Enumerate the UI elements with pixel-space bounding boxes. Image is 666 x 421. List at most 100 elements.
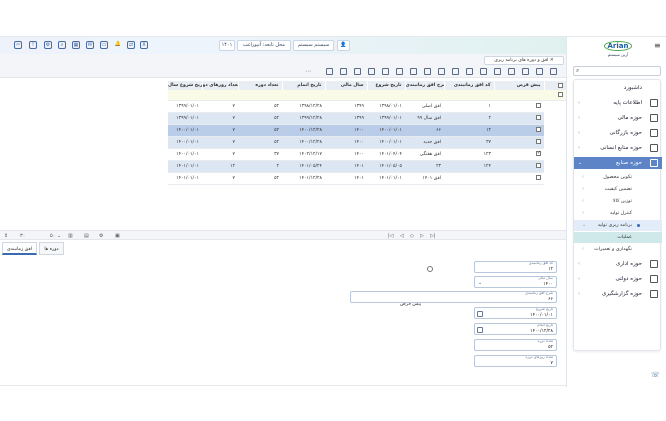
user-avatar-icon[interactable]: 👤 [337,40,350,51]
filter-checkbox[interactable] [558,91,563,97]
system-pill[interactable]: سیستم سیستم [293,40,334,51]
sidebar-item-admin[interactable]: ‹ حوزه اداری [574,258,662,270]
chart-icon[interactable] [354,68,361,75]
fiscal-year-field[interactable]: سال مالی ۱۴۰۰ ⌄ [474,276,557,288]
excel-icon[interactable]: X [140,41,148,49]
sidebar-item-commerce[interactable]: ‹ حوزه بازرگانی [574,127,662,139]
row-default-checkbox[interactable] [536,103,541,108]
spinner-icon[interactable]: ⇕ [4,233,9,239]
next-page-icon[interactable]: ▷ [420,233,424,239]
tab-horizon[interactable]: افق زمانبندی [2,242,37,255]
delete-icon[interactable] [508,68,515,75]
exchange-icon[interactable]: ⇄ [127,41,135,49]
chat-icon[interactable]: ▭ [100,41,108,49]
period-count-field[interactable]: تعداد دوره ۵۲ [474,339,557,351]
sidebar-subitem[interactable]: ‹ توزین کالا [574,196,662,207]
layout-icon[interactable]: ▣ [115,233,120,239]
first-page-icon[interactable]: |◁ [388,233,394,239]
unit-pill[interactable]: محل تابعه: آتپوراغب [237,40,291,51]
sidebar-item-gov[interactable]: ‹ حوزه دولتی [574,273,662,285]
row-default-cell[interactable] [494,172,544,185]
export-icon[interactable] [368,68,375,75]
last-page-icon[interactable]: ▷| [430,233,436,239]
prev-page-icon[interactable]: ◁ [400,233,404,239]
default-radio[interactable] [427,266,433,272]
filter-row[interactable] [168,90,566,101]
col-header[interactable]: شرح افق زمانبندی [405,81,445,90]
sidebar-subitem[interactable]: عملیات [574,232,662,243]
year-pill[interactable]: ۱۴۰۱ [219,40,235,51]
col-header[interactable]: کد افق زمانبندی [444,81,495,90]
sidebar-subitem[interactable]: ⌄ برنامه ریزی تولید [574,220,662,231]
table-icon[interactable]: ▥ [68,233,73,239]
col-header[interactable]: تعداد دوره [238,81,283,90]
exit-icon[interactable]: ⇦ [14,41,22,49]
sidebar-subitem[interactable]: ‹ تضمین کیفیت [574,184,662,195]
calculator-icon[interactable]: ▦ [72,41,80,49]
cancel-icon[interactable] [494,68,501,75]
sidebar-item-dashboard[interactable]: داشبورد [574,82,662,94]
calendar-icon[interactable] [477,311,483,317]
attach-icon[interactable] [424,68,431,75]
row-default-checkbox[interactable] [536,127,541,132]
page-size-select[interactable]: ۵۰ ⌄ [50,233,62,239]
sidebar-search[interactable]: ⌕ [573,66,661,76]
mail-icon[interactable]: ✉ [86,41,94,49]
page-number[interactable]: ۳۰ [20,233,26,239]
row-default-cell[interactable] [494,112,544,125]
year-dropdown-icon[interactable]: ⌄ [478,280,483,286]
filter-icon[interactable] [438,68,445,75]
search-icon[interactable]: ⌕ [58,41,66,49]
list-icon[interactable] [396,68,403,75]
table-row[interactable]: ۱۴۰۱/۰۱/۰۱ ۱۲ ۲ ۱۴۰۱/۰۵/۲۴ ۱۴۰۱ ۱۴۰۱/۰۵/۰۵ ۲۳ ۱… [168,160,566,173]
col-header[interactable]: سال مالی [325,81,368,90]
support-icon[interactable]: ☏ [651,371,660,379]
row-default-cell[interactable] [494,124,544,137]
copy-icon[interactable] [466,68,473,75]
description-field[interactable]: شرح افق زمانبندی ۶۶ [350,291,557,303]
table-row[interactable]: ۱۳۹۹/۰۱/۰۱ ۷ ۵۲ ۱۳۹۸/۱۲/۲۸ ۱۳۹۹ ۱۳۹۸/۰۱/۰۱ افق… [168,100,566,113]
grid-icon[interactable] [382,68,389,75]
table-row[interactable]: ۱۴۰۰/۰۱/۰۱ ۷ ۵۲ ۱۴۰۰/۱۲/۲۸ ۱۴۰۰ ۱۴۰۰/۰۱/۰۱ افق… [168,136,566,149]
col-header[interactable]: تاریخ اتمام [282,81,326,90]
table-row[interactable]: ۱۴۰۰/۰۱/۰۱ ۷ ۳۷ ۱۴۰۲/۱۲/۱۷ ۱۴۰۰ ۱۴۰۱/۰۴/۰۴ افق… [168,148,566,161]
col-header[interactable]: تاریخ شروع سال... [168,81,203,90]
sidebar-subitem[interactable]: ‹ تکوین محصول [574,172,662,183]
sidebar-item-industry[interactable]: ⌄ حوزه صنایع [574,157,662,169]
row-default-checkbox[interactable] [536,175,541,180]
refresh-icon[interactable] [452,68,459,75]
row-default-checkbox[interactable] [536,163,541,168]
hamburger-icon[interactable]: ≡ [654,41,661,50]
tab-periods[interactable]: دوره ها [39,242,64,255]
calendar-icon[interactable] [477,327,483,333]
tool-icon[interactable] [340,68,347,75]
sidebar-subitem[interactable]: ‹ نگهداری و تعمیرات [574,244,662,255]
sidebar-item-finance[interactable]: ‹ حوزه مالی [574,112,662,124]
table-row[interactable]: ۱۳۹۹/۰۱/۰۱ ۷ ۵۲ ۱۳۹۹/۱۲/۲۸ ۱۳۹۹ ۱۳۹۹/۰۱/۰۱ افق… [168,112,566,125]
row-default-cell[interactable] [494,136,544,149]
save-icon[interactable] [522,68,529,75]
period-days-field[interactable]: تعداد روزهای دوره ۷ [474,355,557,367]
start-date-field[interactable]: تاریخ شروع ۱۴۰۰/۰۱/۰۱ [474,307,557,319]
row-default-checkbox[interactable] [536,139,541,144]
row-default-cell[interactable] [494,100,544,113]
settings-small-icon[interactable]: ⚙ [99,233,104,239]
document-icon[interactable] [410,68,417,75]
sidebar-item-reports[interactable]: ‹ حوزه گزارشگیری [574,288,662,300]
bell-icon[interactable]: 🔔 [114,41,122,47]
end-date-field[interactable]: تاریخ اتمام ۱۴۰۰/۱۲/۲۸ [474,323,557,335]
print-icon[interactable] [480,68,487,75]
row-default-cell[interactable] [494,148,544,161]
sidebar-subitem[interactable]: ‹ کنترل تولید [574,208,662,219]
columns-icon[interactable]: ▤ [84,233,89,239]
settings-icon[interactable]: ⚙ [44,41,52,49]
note-icon[interactable] [326,68,333,75]
edit-icon[interactable] [536,68,543,75]
sidebar-item-info[interactable]: ‹ اطلاعات پایه [574,97,662,109]
row-default-checkbox[interactable] [536,115,541,120]
row-default-cell[interactable] [494,160,544,173]
table-row[interactable]: ۱۴۰۱/۰۱/۰۱ ۷ ۵۲ ۱۴۰۱/۱۲/۲۸ ۱۴۰۱ ۱۴۰۱/۰۱/۰۱ افق… [168,172,566,185]
select-col-header[interactable] [544,81,567,90]
row-default-checkbox[interactable] [536,150,541,156]
more-icon[interactable]: ⋯ [305,68,311,75]
